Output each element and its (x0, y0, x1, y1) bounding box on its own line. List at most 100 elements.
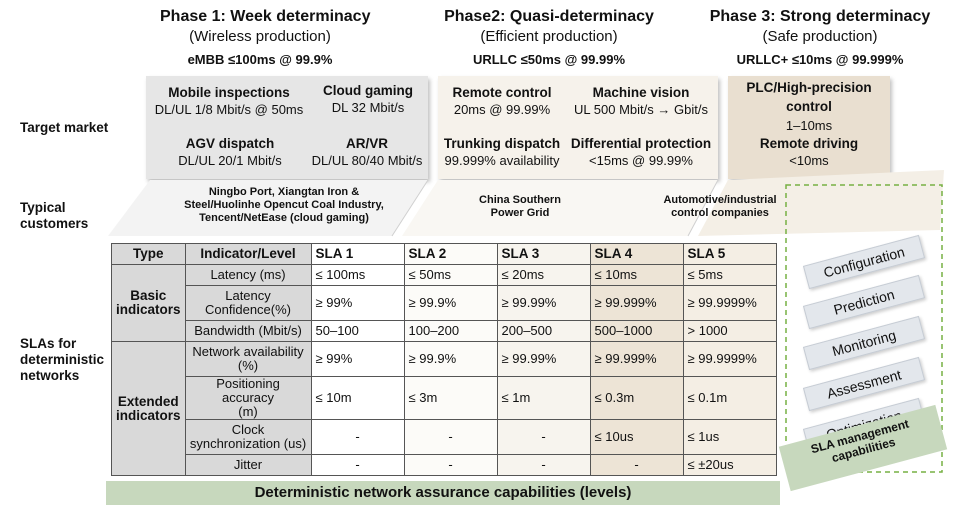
market-name-line2: control (786, 99, 832, 114)
value-cell: ≤ 5ms (682, 264, 777, 286)
header-sla3: SLA 3 (496, 243, 591, 265)
customers-phase2-line1: China Southern (479, 194, 561, 206)
phase3-title: Phase 3: Strong determinacy (709, 8, 931, 25)
market-name: Trunking dispatch (443, 136, 561, 151)
table-row: Jitter - - - - ≤ ±20us (112, 454, 777, 476)
phase2-subtitle: (Efficient production) (480, 28, 618, 45)
customers-phase3: Automotive/industrial control companies (640, 194, 800, 220)
value-cell: 100–200 (403, 320, 498, 342)
header-sla4: SLA 4 (589, 243, 684, 265)
market-name: AR/VR (345, 136, 388, 151)
market-cloud-gaming: Cloud gaming DL 32 Mbit/s (312, 82, 424, 116)
table-row: Positioning accuracy (m) ≤ 10m ≤ 3m ≤ 1m… (112, 376, 777, 420)
value-cell: 500–1000 (589, 320, 684, 342)
indicator-text-line2: synchronization (us) (189, 436, 307, 451)
value-cell: - (310, 419, 405, 455)
market-name: Cloud gaming (323, 83, 413, 98)
value-cell: ≥ 99% (310, 285, 405, 321)
phase3-market-box (728, 76, 890, 179)
market-machine-vision: Machine vision UL 500 Mbit/s → Gbit/s (566, 84, 716, 118)
indicator-cell: Network availability (%) (184, 341, 312, 377)
market-value: <10ms (789, 153, 829, 168)
indicator-text-line1: Network availability (192, 344, 304, 359)
customers-phase1-line3: Tencent/NetEase (cloud gaming) (199, 212, 369, 224)
value-cell: - (496, 454, 591, 476)
typical-customers-label-line2: customers (20, 216, 89, 231)
market-differential-protection: Differential protection <15ms @ 99.99% (566, 135, 716, 169)
slas-label: SLAs for deterministic networks (20, 336, 104, 384)
table-header-row: Type Indicator/Level SLA 1 SLA 2 SLA 3 S… (111, 243, 777, 265)
market-value: DL/UL 1/8 Mbit/s @ 50ms (154, 102, 304, 117)
market-name: Remote control (452, 85, 552, 100)
phase1-title: Phase 1: Week determinacy (160, 8, 371, 25)
market-value: 99.999% availability (444, 153, 560, 168)
indicator-text-line1: Latency (225, 288, 271, 303)
indicator-text: Bandwidth (Mbit/s) (194, 323, 302, 338)
indicator-text: Jitter (233, 457, 263, 472)
indicator-text-line2: Confidence(%) (205, 302, 292, 317)
market-value: <15ms @ 99.99% (589, 153, 693, 168)
value-cell: ≤ ±20us (682, 454, 777, 476)
value-cell: ≤ 50ms (403, 264, 498, 286)
value-cell: - (403, 419, 498, 455)
value-cell: ≤ 1us (682, 419, 777, 455)
market-name: Machine vision (592, 85, 690, 100)
phase2-requirement: URLLC ≤50ms @ 99.99% (472, 52, 626, 67)
market-value: DL 32 Mbit/s (331, 100, 405, 115)
indicator-text-line1: Clock (231, 422, 265, 437)
value-cell: ≥ 99.9999% (682, 285, 777, 321)
indicator-text-line2: (m) (238, 404, 258, 419)
header-sla1: SLA 1 (310, 243, 405, 265)
value-cell: > 1000 (682, 320, 777, 342)
phase1-subtitle: (Wireless production) (189, 28, 331, 45)
table-row: Extended indicators Network availability… (111, 341, 777, 476)
indicator-cell: Latency (ms) (184, 264, 312, 286)
header-indicator: Indicator/Level (184, 243, 312, 265)
customers-phase3-line1: Automotive/industrial (663, 194, 777, 206)
basic-label-line2: indicators (116, 302, 181, 317)
market-trunking-dispatch: Trunking dispatch 99.999% availability (440, 135, 564, 169)
market-value: DL/UL 80/40 Mbit/s (311, 153, 423, 168)
value-cell: ≤ 0.1m (682, 376, 777, 420)
customers-phase2: China Southern Power Grid (470, 194, 570, 220)
extended-label-line2: indicators (116, 407, 181, 423)
value-cell: ≥ 99% (310, 341, 405, 377)
market-mobile-inspections: Mobile inspections DL/UL 1/8 Mbit/s @ 50… (146, 84, 312, 118)
customers-phase1: Ningbo Port, Xiangtan Iron & Steel/Huoli… (170, 186, 398, 225)
indicator-cell: Clock synchronization (us) (184, 419, 312, 455)
value-cell: ≥ 99.999% (589, 285, 684, 321)
market-agv-dispatch: AGV dispatch DL/UL 20/1 Mbit/s (150, 135, 310, 169)
table-row: Clock synchronization (us) - - - ≤ 10us … (112, 419, 777, 455)
value-cell: - (403, 454, 498, 476)
market-plc-control: PLC/High-precision control 1–10ms (728, 78, 890, 135)
table-row: Latency Confidence(%) ≥ 99% ≥ 99.9% ≥ 99… (112, 285, 777, 321)
phase3-requirement: URLLC+ ≤10ms @ 99.999% (736, 52, 904, 67)
value-cell: 200–500 (496, 320, 591, 342)
table-row: Basic indicators Latency (ms) ≤ 100ms ≤ … (111, 264, 777, 342)
header-type: Type (111, 243, 186, 265)
value-cell: ≥ 99.99% (496, 285, 591, 321)
market-name: AGV dispatch (185, 136, 275, 151)
assurance-capabilities-bar: Deterministic network assurance capabili… (106, 481, 780, 505)
value-cell: - (589, 454, 684, 476)
market-remote-driving: Remote driving <10ms (728, 135, 890, 169)
market-value: UL 500 Mbit/s → Gbit/s (574, 102, 708, 117)
value-cell: - (310, 454, 405, 476)
indicator-cell: Jitter (184, 454, 312, 476)
customers-phase1-line1: Ningbo Port, Xiangtan Iron & (208, 186, 360, 198)
value-cell: ≤ 10us (589, 419, 684, 455)
value-cell: ≤ 0.3m (589, 376, 684, 420)
market-value: 1–10ms (785, 118, 833, 133)
value-cell: ≥ 99.99% (496, 341, 591, 377)
extended-label-line1: Extended (117, 393, 179, 409)
basic-label-line1: Basic (130, 288, 167, 303)
value-cell: 50–100 (310, 320, 405, 342)
phase1-market-box (146, 76, 428, 179)
customers-phase3-line2: control companies (671, 207, 769, 219)
market-name-line1: PLC/High-precision (746, 80, 872, 95)
value-cell: ≤ 1m (496, 376, 591, 420)
sla-table: Type Indicator/Level SLA 1 SLA 2 SLA 3 S… (111, 243, 777, 476)
slas-label-line3: networks (20, 368, 80, 383)
customers-phase2-line2: Power Grid (490, 207, 550, 219)
